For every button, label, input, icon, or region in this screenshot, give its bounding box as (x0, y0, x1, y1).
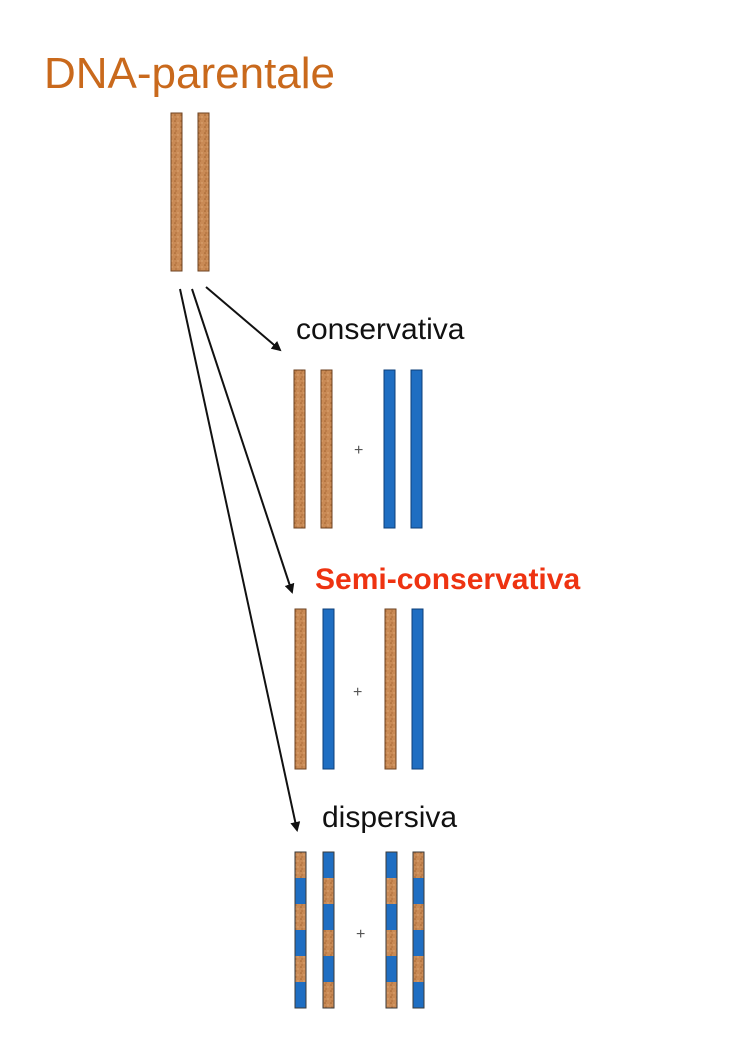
diagram-title: DNA-parentale (44, 49, 336, 98)
arrow-semi-conservativa (191, 288, 295, 594)
parental-segment (323, 982, 334, 1008)
arrow-dispersiva (179, 288, 301, 832)
new-segment (413, 982, 424, 1008)
new-strand (322, 608, 335, 770)
parental-segment (323, 878, 334, 904)
mixed-strand-outline (412, 851, 425, 1009)
parental-segment (323, 930, 334, 956)
new-segment (386, 904, 397, 930)
parental-dna (170, 112, 210, 272)
label-conservativa: conservativa (296, 313, 465, 346)
parental-segment (295, 904, 306, 930)
new-segment (323, 852, 334, 878)
parental-segment (413, 852, 424, 878)
parental-segment (386, 878, 397, 904)
new-segment (295, 982, 306, 1008)
plus-sign: + (354, 442, 363, 459)
parental-segment (386, 930, 397, 956)
semi-conservative-products: + (294, 608, 424, 770)
parental-segment (413, 904, 424, 930)
dispersive-products: + (294, 851, 425, 1009)
parental-strand (170, 112, 183, 272)
new-strand (383, 369, 396, 529)
label-dispersiva: dispersiva (322, 801, 458, 834)
arrows (179, 286, 301, 832)
new-strand (410, 369, 423, 529)
parental-strand (293, 369, 306, 529)
parental-strand (384, 608, 397, 770)
plus-sign: + (356, 926, 365, 943)
parental-segment (295, 852, 306, 878)
new-segment (295, 878, 306, 904)
parental-strand (294, 608, 307, 770)
new-segment (295, 930, 306, 956)
label-semi-conservativa: Semi-conservativa (315, 563, 581, 596)
parental-strand (320, 369, 333, 529)
new-segment (413, 878, 424, 904)
mixed-strand-outline (294, 851, 307, 1009)
plus-sign: + (353, 684, 362, 701)
new-segment (323, 904, 334, 930)
parental-segment (386, 982, 397, 1008)
new-segment (323, 956, 334, 982)
mixed-strand-outline (322, 851, 335, 1009)
parental-segment (295, 956, 306, 982)
mixed-strand-outline (385, 851, 398, 1009)
arrow-conservativa (205, 286, 282, 352)
new-strand (411, 608, 424, 770)
parental-segment (413, 956, 424, 982)
new-segment (413, 930, 424, 956)
parental-strand (197, 112, 210, 272)
new-segment (386, 852, 397, 878)
new-segment (386, 956, 397, 982)
conservative-products: + (293, 369, 423, 529)
